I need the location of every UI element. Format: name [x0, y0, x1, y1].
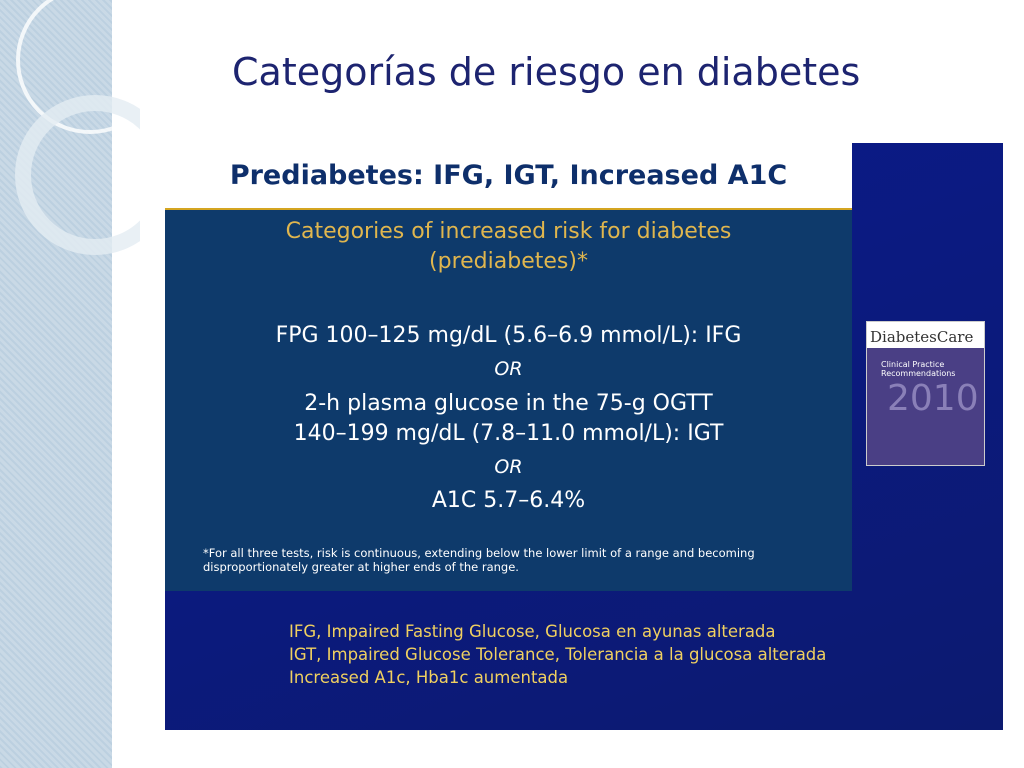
footnote-line: disproportionately greater at higher end… [203, 560, 519, 574]
cover-title: DiabetesCare [867, 322, 984, 348]
cover-year: 2010 [887, 378, 979, 419]
glossary-line: IGT, Impaired Glucose Tolerance, Toleran… [289, 645, 827, 664]
footnote-line: *For all three tests, risk is continuous… [203, 546, 755, 560]
subtitle: (prediabetes)* [429, 249, 588, 274]
inner-header: Prediabetes: IFG, IGT, Increased A1C [165, 143, 852, 210]
slide-title: Categorías de riesgo en diabetes [232, 50, 861, 94]
glossary-line: Increased A1c, Hba1c aumentada [289, 668, 569, 687]
decor [15, 0, 140, 255]
cover-subtitle: Clinical Practice Recommendations [881, 360, 956, 378]
glossary-line: IFG, Impaired Fasting Glucose, Glucosa e… [289, 622, 776, 641]
footnote: *For all three tests, risk is continuous… [203, 546, 755, 574]
criterion: 2-h plasma glucose in the 75-g OGTT [304, 391, 713, 416]
criterion: A1C 5.7–6.4% [431, 488, 586, 513]
side-pattern [0, 0, 112, 768]
glossary: IFG, Impaired Fasting Glucose, Glucosa e… [289, 620, 826, 689]
journal-cover: DiabetesCare Clinical Practice Recommend… [866, 321, 985, 466]
criterion: FPG 100–125 mg/dL (5.6–6.9 mmol/L): IFG [275, 323, 742, 348]
criterion: OR [494, 358, 523, 380]
subtitle: Categories of increased risk for diabete… [285, 219, 732, 244]
criterion: OR [494, 456, 523, 478]
inner-slide: Prediabetes: IFG, IGT, Increased A1C Cat… [165, 143, 852, 591]
criterion: 140–199 mg/dL (7.8–11.0 mmol/L): IGT [293, 421, 724, 446]
